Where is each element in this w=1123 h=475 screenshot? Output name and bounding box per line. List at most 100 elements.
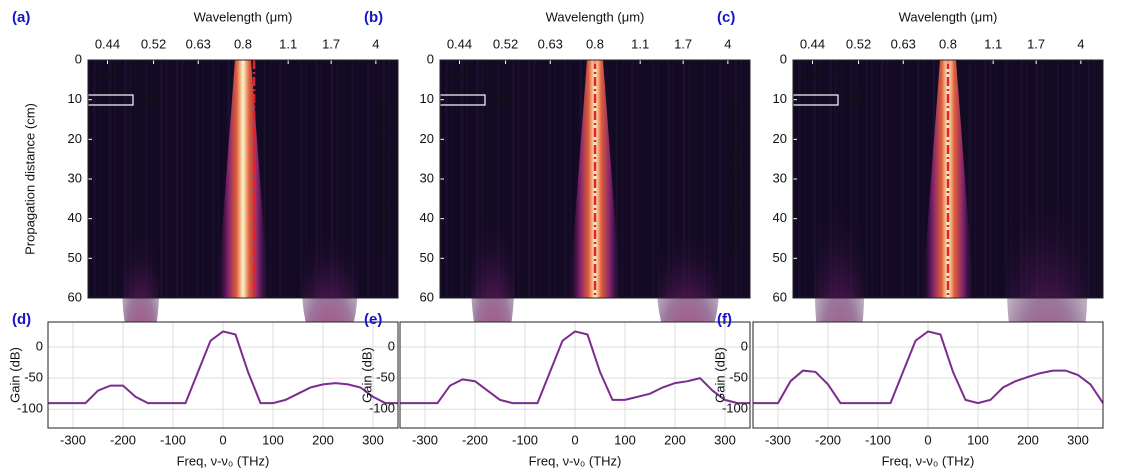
y-tick-label: 0 <box>780 51 787 66</box>
x-tick-label: 0.52 <box>493 36 518 51</box>
panel-label: (b) <box>364 9 383 26</box>
x-tick-label: 4 <box>1077 36 1084 51</box>
streak <box>445 60 448 298</box>
streak <box>1004 60 1008 298</box>
streak <box>196 60 200 298</box>
y-tick-label: 0 <box>741 338 748 353</box>
gain-line <box>400 330 750 405</box>
streak <box>367 60 370 298</box>
streak <box>1082 60 1085 298</box>
streak <box>564 60 567 298</box>
streak <box>165 60 169 298</box>
streak <box>917 60 920 298</box>
y-tick-label: -100 <box>722 401 748 416</box>
streak <box>708 60 712 298</box>
streak <box>553 60 557 298</box>
streak <box>330 60 334 298</box>
y-tick-label: -100 <box>17 401 43 416</box>
colorbar-label: 0 <box>132 67 139 82</box>
x-tick-label: 0.63 <box>891 36 916 51</box>
streak <box>558 60 562 298</box>
streak <box>103 60 107 298</box>
streak <box>1097 60 1101 298</box>
streak <box>703 60 707 298</box>
streak <box>713 60 717 298</box>
streak <box>119 60 122 298</box>
streak <box>502 60 505 298</box>
streak <box>1087 60 1091 298</box>
streak <box>155 60 158 298</box>
streak <box>569 60 572 298</box>
streak <box>911 60 915 298</box>
colorbar-label: 0 <box>484 67 491 82</box>
streak <box>351 60 355 298</box>
streak <box>150 60 153 298</box>
streak <box>891 60 894 298</box>
colorbar-unit: dB <box>144 91 160 106</box>
y-axis-title: Gain (dB) <box>712 347 727 403</box>
streak <box>829 60 832 298</box>
streak <box>98 60 101 298</box>
streak <box>299 60 303 298</box>
streak <box>1010 60 1013 298</box>
streak <box>217 60 220 298</box>
gain-line <box>753 330 1104 405</box>
axes-box <box>439 59 751 299</box>
x-axis-title: Freq, ν-ν₀ (THz) <box>177 453 270 468</box>
streak <box>108 60 112 298</box>
streak <box>994 60 998 298</box>
streak <box>808 60 812 298</box>
y-axis-title: Gain (dB) <box>359 347 374 403</box>
x-tick-label: 0.8 <box>234 36 252 51</box>
y-tick-label: 20 <box>420 131 434 146</box>
x-tick-label: -100 <box>512 432 538 447</box>
x-tick-label: 1.1 <box>279 36 297 51</box>
streak <box>824 60 827 298</box>
y-tick-label: 20 <box>773 131 787 146</box>
streak <box>113 60 117 298</box>
streak <box>906 60 910 298</box>
y-tick-label: 0 <box>36 338 43 353</box>
x-tick-label: -100 <box>865 432 891 447</box>
x-tick-label: 0.8 <box>586 36 604 51</box>
streak <box>175 60 179 298</box>
streak <box>968 60 972 298</box>
axes-box <box>87 59 399 299</box>
streak <box>315 60 318 298</box>
y-tick-label: 10 <box>420 91 434 106</box>
x-tick-label: -300 <box>412 432 438 447</box>
streak <box>124 60 127 298</box>
streak <box>901 60 905 298</box>
streak <box>798 60 801 298</box>
streak <box>1025 60 1029 298</box>
y-tick-label: 10 <box>68 91 82 106</box>
streak <box>849 60 853 298</box>
streak <box>186 60 189 298</box>
y-tick-label: 0 <box>75 51 82 66</box>
streak <box>1092 60 1096 298</box>
streak <box>93 60 96 298</box>
panel-label: (a) <box>12 9 30 26</box>
streak <box>657 60 660 298</box>
streak <box>744 60 748 298</box>
streak <box>170 60 174 298</box>
x-tick-label: 0.8 <box>939 36 957 51</box>
x-tick-label: 0.44 <box>95 36 120 51</box>
streak <box>729 60 732 298</box>
pump-beam <box>217 60 269 298</box>
y-tick-label: 60 <box>420 289 434 304</box>
x-tick-label: 100 <box>614 432 636 447</box>
streak <box>206 60 210 298</box>
streak <box>144 60 148 298</box>
streak <box>875 60 879 298</box>
x-tick-label: 300 <box>362 432 384 447</box>
streak <box>522 60 526 298</box>
y-tick-label: 60 <box>773 289 787 304</box>
y-tick-label: -100 <box>369 401 395 416</box>
panel-label: (d) <box>12 311 31 328</box>
streak <box>274 60 277 298</box>
streak <box>212 60 215 298</box>
streak <box>471 60 474 298</box>
x-tick-label: 0 <box>571 432 578 447</box>
